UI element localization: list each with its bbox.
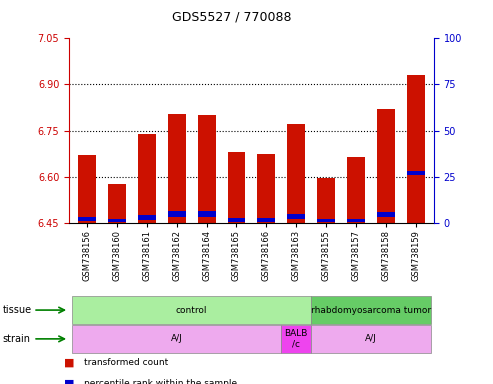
Bar	[317, 178, 335, 223]
Bar	[407, 75, 425, 223]
Bar	[227, 152, 246, 223]
Bar	[138, 215, 156, 220]
Bar	[108, 219, 126, 222]
Bar	[257, 218, 276, 222]
Text: strain: strain	[2, 334, 31, 344]
Text: rhabdomyosarcoma tumor: rhabdomyosarcoma tumor	[311, 306, 431, 314]
Bar	[78, 217, 96, 221]
Text: ■: ■	[64, 379, 74, 384]
Bar	[168, 114, 186, 223]
Text: BALB
/c: BALB /c	[284, 329, 308, 349]
Bar	[347, 157, 365, 223]
Bar	[227, 218, 246, 222]
Bar	[138, 134, 156, 223]
Bar	[287, 124, 305, 223]
Text: A/J: A/J	[365, 334, 377, 343]
Bar	[377, 212, 395, 217]
Bar	[108, 184, 126, 223]
Text: A/J: A/J	[171, 334, 182, 343]
Bar	[78, 155, 96, 223]
Bar	[377, 109, 395, 223]
Text: transformed count: transformed count	[84, 358, 168, 367]
Bar	[347, 219, 365, 222]
Bar	[257, 154, 276, 223]
Bar	[168, 211, 186, 217]
Bar	[198, 211, 215, 217]
Bar	[287, 214, 305, 219]
Bar	[317, 219, 335, 222]
Bar	[311, 325, 431, 353]
Bar	[282, 325, 311, 353]
Text: tissue: tissue	[2, 305, 32, 315]
Bar	[72, 296, 311, 324]
Bar	[407, 171, 425, 175]
Bar	[72, 325, 282, 353]
Text: ■: ■	[64, 358, 74, 368]
Bar	[198, 115, 215, 223]
Text: control: control	[176, 306, 208, 314]
Bar	[311, 296, 431, 324]
Text: percentile rank within the sample: percentile rank within the sample	[84, 379, 237, 384]
Text: GDS5527 / 770088: GDS5527 / 770088	[172, 10, 291, 23]
